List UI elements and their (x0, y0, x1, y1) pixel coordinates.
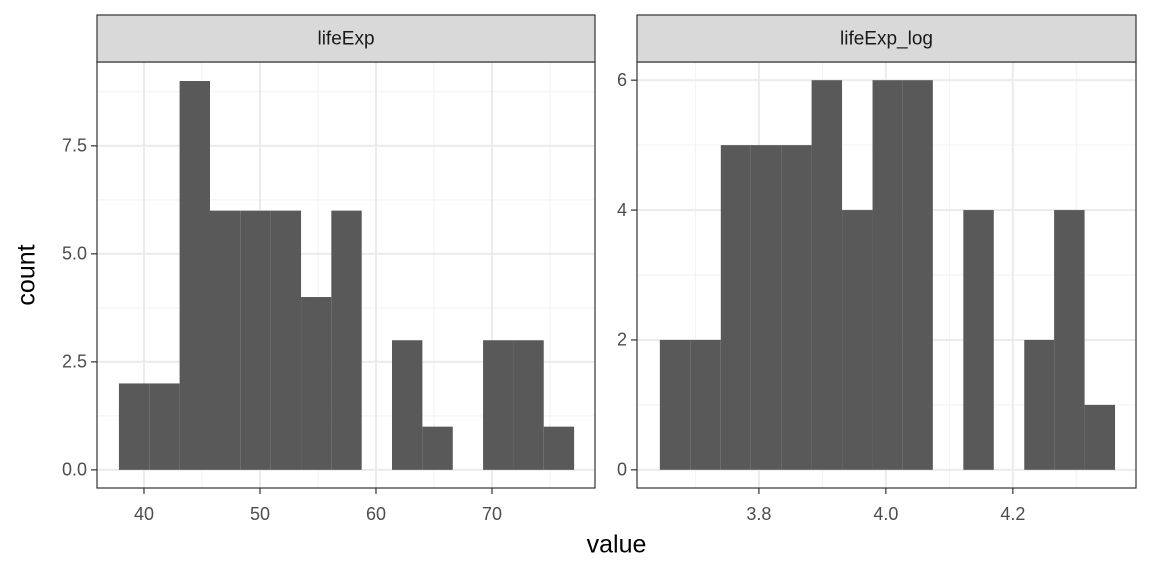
y-tick-label: 7.5 (62, 136, 87, 156)
bar (149, 383, 180, 470)
bar (513, 340, 544, 470)
y-tick-label: 4 (617, 200, 627, 220)
bar (1024, 339, 1055, 470)
y-tick-label: 2.5 (62, 352, 87, 372)
strip (636, 14, 1137, 63)
bar (902, 80, 933, 470)
bar (750, 145, 782, 470)
bar (690, 339, 721, 470)
bar (391, 340, 423, 470)
bar (659, 339, 691, 470)
bar (543, 426, 575, 470)
y-tick-label: 6 (617, 70, 627, 90)
y-tick-label: 5.0 (62, 244, 87, 264)
bar (331, 210, 362, 470)
bar (872, 80, 903, 470)
bar (811, 80, 843, 470)
bar (781, 145, 812, 470)
bar (301, 297, 332, 470)
bar (179, 81, 210, 470)
x-tick-label: 60 (366, 504, 386, 524)
y-tick-label: 0 (617, 460, 627, 480)
bar (1084, 404, 1116, 470)
bar (963, 210, 994, 470)
bar (240, 210, 271, 470)
bar (720, 145, 751, 470)
x-tick-label: 50 (250, 504, 270, 524)
x-axis-title: value (587, 531, 647, 559)
x-tick-label: 40 (134, 504, 154, 524)
x-tick-label: 4.0 (873, 504, 898, 524)
bar (209, 210, 241, 470)
y-tick-label: 0.0 (62, 460, 87, 480)
strip (96, 14, 596, 63)
bar (270, 210, 302, 470)
y-axis-title: count (13, 244, 41, 305)
bar (118, 383, 150, 470)
bar (422, 426, 453, 470)
x-tick-label: 4.2 (1000, 504, 1025, 524)
strip-label: lifeExp_log (840, 29, 933, 50)
x-tick-label: 70 (482, 504, 502, 524)
bar (483, 340, 514, 470)
strip-label: lifeExp (317, 29, 374, 50)
x-tick-label: 3.8 (746, 504, 771, 524)
bar (1054, 210, 1085, 470)
bar (842, 210, 873, 470)
y-tick-label: 2 (617, 330, 627, 350)
